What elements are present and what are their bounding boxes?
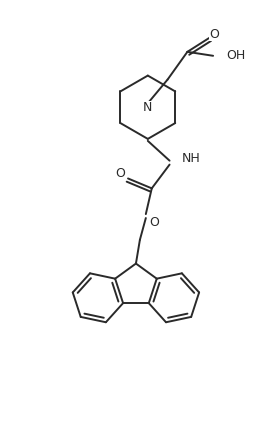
- Text: OH: OH: [226, 49, 245, 62]
- Text: O: O: [149, 215, 159, 229]
- Text: O: O: [115, 167, 125, 180]
- Text: O: O: [209, 28, 219, 40]
- Text: N: N: [143, 101, 153, 114]
- Text: NH: NH: [181, 152, 200, 165]
